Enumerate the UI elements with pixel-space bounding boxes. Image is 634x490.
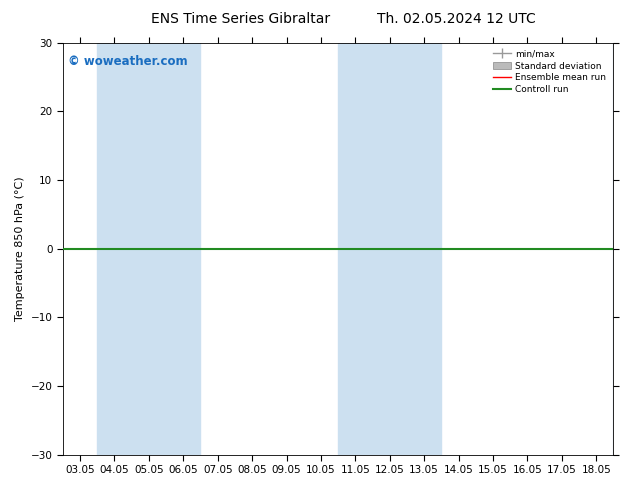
Bar — [338, 43, 441, 455]
Text: ENS Time Series Gibraltar: ENS Time Series Gibraltar — [152, 12, 330, 26]
Legend: min/max, Standard deviation, Ensemble mean run, Controll run: min/max, Standard deviation, Ensemble me… — [490, 47, 609, 97]
Text: Th. 02.05.2024 12 UTC: Th. 02.05.2024 12 UTC — [377, 12, 536, 26]
Bar — [97, 43, 200, 455]
Text: © woweather.com: © woweather.com — [68, 55, 188, 68]
Y-axis label: Temperature 850 hPa (°C): Temperature 850 hPa (°C) — [15, 176, 25, 321]
Bar — [614, 43, 631, 455]
